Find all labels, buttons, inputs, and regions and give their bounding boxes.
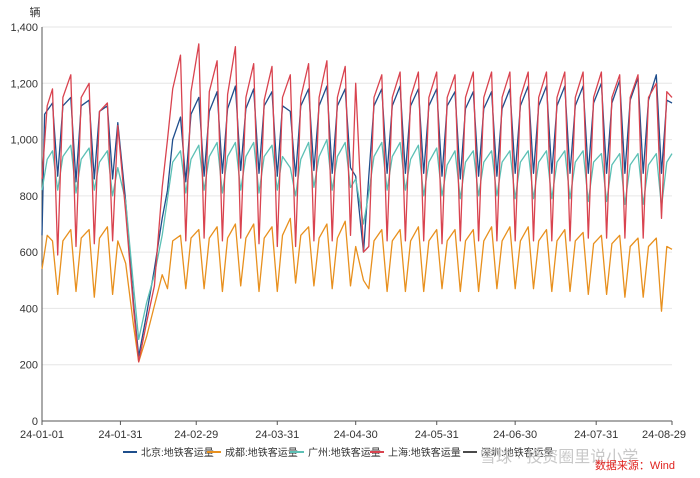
series-line-2 bbox=[41, 138, 673, 341]
x-tick-label: 24-04-30 bbox=[334, 429, 378, 441]
series-lines bbox=[41, 43, 673, 363]
legend-label: 上海:地铁客运量 bbox=[388, 446, 461, 459]
y-tick-label: 600 bbox=[20, 247, 38, 259]
legend-item-4[interactable]: 深圳:地铁客运量 bbox=[463, 446, 554, 459]
y-tick-label: 400 bbox=[20, 303, 38, 315]
legend-item-0[interactable]: 北京:地铁客运量 bbox=[123, 446, 214, 459]
x-tick-label: 24-06-30 bbox=[493, 429, 537, 441]
series-line-1 bbox=[41, 217, 673, 363]
legend-item-3[interactable]: 上海:地铁客运量 bbox=[370, 446, 461, 459]
x-tick-label: 24-02-29 bbox=[174, 429, 218, 441]
x-tick-label: 24-05-31 bbox=[415, 429, 459, 441]
legend-item-2[interactable]: 广州:地铁客运量 bbox=[290, 446, 381, 459]
legend-label: 深圳:地铁客运量 bbox=[481, 446, 554, 459]
legend-label: 广州:地铁客运量 bbox=[308, 446, 381, 459]
watermark-text: 雪球 · 投资圈里说小学 bbox=[480, 448, 638, 466]
series-line-0 bbox=[41, 74, 673, 357]
legend-item-1[interactable]: 成都:地铁客运量 bbox=[207, 446, 298, 459]
x-tick-label: 24-07-31 bbox=[574, 429, 618, 441]
legend-label: 北京:地铁客运量 bbox=[141, 446, 214, 459]
legend-label: 成都:地铁客运量 bbox=[225, 446, 298, 459]
x-tick-label: 24-01-01 bbox=[20, 429, 64, 441]
y-axis-unit-label: 辆 bbox=[30, 5, 41, 19]
axes: 0 200 400 600 800 1,000 1,200 1,400 24-01-01 24-0… bbox=[10, 22, 686, 441]
x-tick-label: 24-08-29 bbox=[642, 429, 686, 441]
y-tick-label: 1,400 bbox=[10, 22, 38, 34]
y-tick-label: 0 bbox=[32, 416, 38, 428]
legend[interactable]: 北京:地铁客运量 成都:地铁客运量 广州:地铁客运量 上海:地铁客运量 深圳:地铁客运量 bbox=[123, 446, 554, 459]
y-tick-label: 1,000 bbox=[10, 135, 38, 147]
y-tick-label: 200 bbox=[20, 360, 38, 372]
x-tick-label: 24-01-31 bbox=[98, 429, 142, 441]
series-line-3 bbox=[41, 43, 673, 363]
data-source-label: 数据来源：Wind bbox=[595, 458, 675, 472]
x-tick-label: 24-03-31 bbox=[255, 429, 299, 441]
y-tick-label: 1,200 bbox=[10, 78, 38, 90]
y-tick-label: 800 bbox=[20, 191, 38, 203]
